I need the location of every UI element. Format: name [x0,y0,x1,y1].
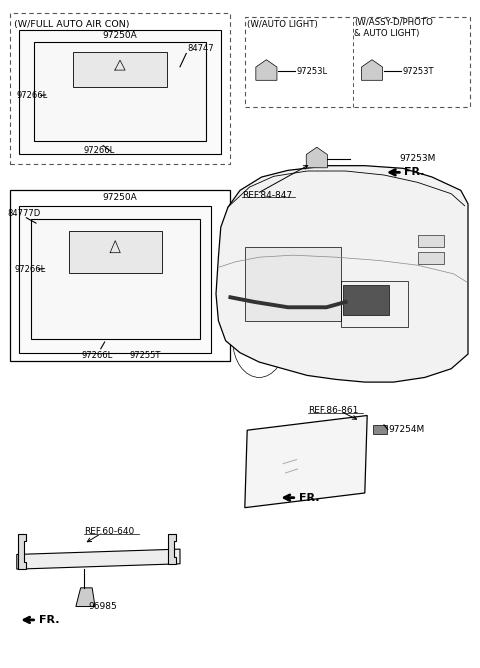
Text: & AUTO LIGHT): & AUTO LIGHT) [354,29,420,37]
Bar [373,425,387,434]
Text: 97253M: 97253M [400,154,436,164]
Text: (W/FULL AUTO AIR CON): (W/FULL AUTO AIR CON) [14,20,130,29]
Text: 84777D: 84777D [7,209,40,218]
Polygon shape [216,166,468,382]
Polygon shape [245,415,367,508]
Text: 97253L: 97253L [297,67,328,76]
Bar [19,30,221,154]
Text: 97266L: 97266L [84,146,115,156]
Bar [35,42,205,141]
Text: 97250A: 97250A [103,192,137,202]
Bar [245,247,341,321]
Text: 97250A: 97250A [103,31,137,40]
Text: (W/AUTO LIGHT): (W/AUTO LIGHT) [247,20,318,29]
Text: 97266L: 97266L [17,91,48,100]
Bar [10,13,230,164]
Bar [245,17,470,107]
Bar [31,219,200,339]
Text: FR.: FR. [299,493,319,502]
Text: (W/ASSY-D/PHOTO: (W/ASSY-D/PHOTO [354,18,433,27]
Polygon shape [168,534,176,564]
Text: 84747: 84747 [187,43,214,53]
Bar [10,190,230,361]
Text: 97254M: 97254M [389,425,425,434]
Bar [418,235,444,247]
Polygon shape [306,147,327,168]
Text: 97266L: 97266L [14,265,46,274]
Text: REF.86-861: REF.86-861 [308,406,359,415]
Text: FR.: FR. [404,168,425,177]
Text: 97253T: 97253T [402,67,434,76]
Bar [343,285,389,315]
Bar [73,52,167,87]
Polygon shape [361,59,383,80]
Text: FR.: FR. [39,615,60,625]
Polygon shape [18,534,26,569]
Bar [19,206,211,353]
Text: 96985: 96985 [89,602,118,611]
Polygon shape [17,549,180,569]
Text: 97255T: 97255T [130,351,161,360]
Text: REF.60-640: REF.60-640 [84,527,134,536]
Polygon shape [76,588,95,607]
Bar [69,231,162,273]
Polygon shape [256,59,277,80]
Text: REF.84-847: REF.84-847 [242,190,292,200]
Text: 97266L: 97266L [82,351,113,360]
Bar [418,252,444,264]
Bar [341,281,408,327]
